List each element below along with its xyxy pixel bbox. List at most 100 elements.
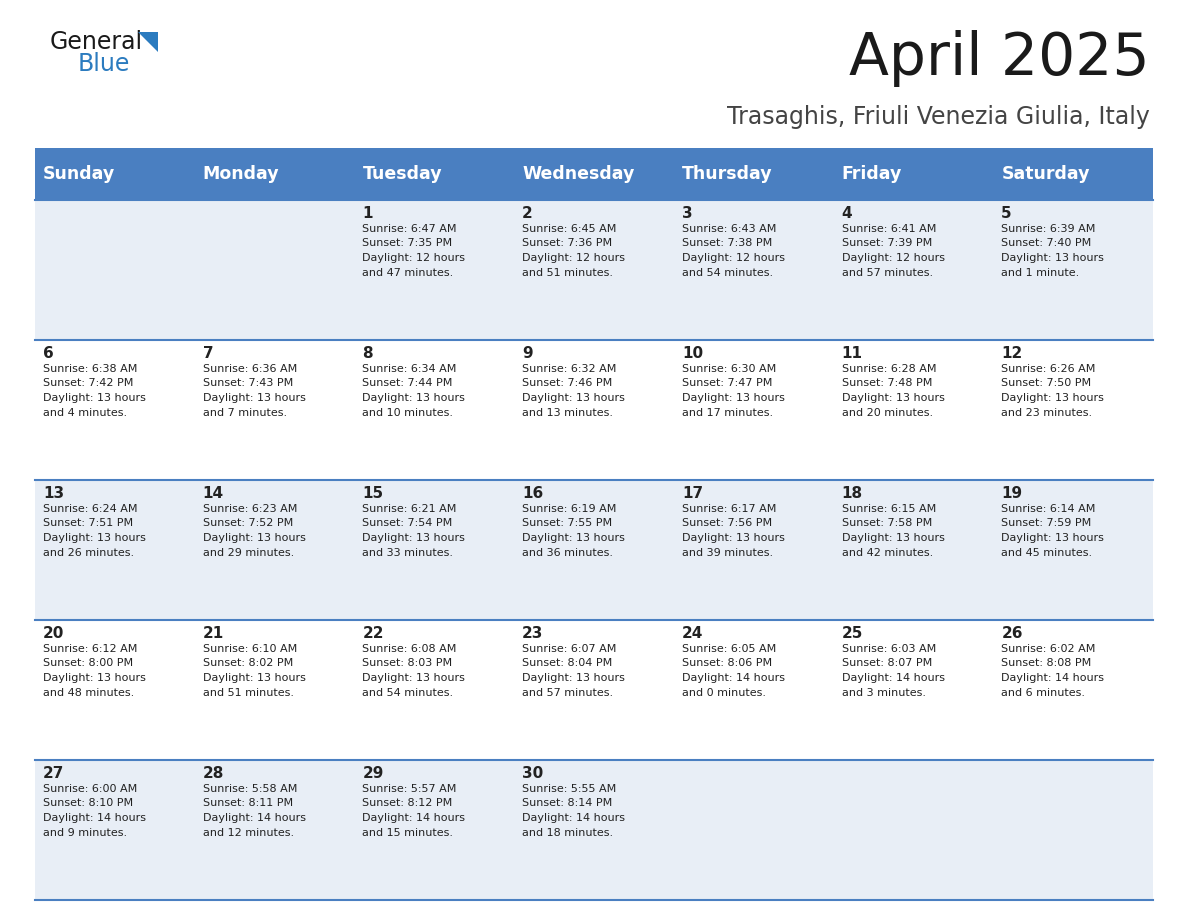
Text: Sunrise: 6:07 AM: Sunrise: 6:07 AM (523, 644, 617, 654)
Text: and 13 minutes.: and 13 minutes. (523, 408, 613, 418)
Text: Daylight: 13 hours: Daylight: 13 hours (43, 393, 146, 403)
Text: 13: 13 (43, 486, 64, 501)
Text: Sunset: 8:08 PM: Sunset: 8:08 PM (1001, 658, 1092, 668)
Text: Sunrise: 6:39 AM: Sunrise: 6:39 AM (1001, 224, 1095, 234)
Text: Daylight: 13 hours: Daylight: 13 hours (203, 533, 305, 543)
Text: Sunset: 7:54 PM: Sunset: 7:54 PM (362, 519, 453, 529)
Text: Sunset: 7:58 PM: Sunset: 7:58 PM (841, 519, 931, 529)
Text: Sunset: 8:14 PM: Sunset: 8:14 PM (523, 799, 612, 809)
Text: and 0 minutes.: and 0 minutes. (682, 688, 766, 698)
Text: Sunset: 8:02 PM: Sunset: 8:02 PM (203, 658, 293, 668)
Text: Sunset: 7:35 PM: Sunset: 7:35 PM (362, 239, 453, 249)
Text: Sunset: 7:51 PM: Sunset: 7:51 PM (43, 519, 133, 529)
Text: Sunrise: 6:45 AM: Sunrise: 6:45 AM (523, 224, 617, 234)
Text: Sunrise: 6:36 AM: Sunrise: 6:36 AM (203, 364, 297, 374)
Text: and 29 minutes.: and 29 minutes. (203, 547, 293, 557)
Text: Sunrise: 6:14 AM: Sunrise: 6:14 AM (1001, 504, 1095, 514)
Text: Sunrise: 6:23 AM: Sunrise: 6:23 AM (203, 504, 297, 514)
Text: Sunrise: 6:21 AM: Sunrise: 6:21 AM (362, 504, 457, 514)
Text: Sunset: 8:06 PM: Sunset: 8:06 PM (682, 658, 772, 668)
Text: Tuesday: Tuesday (362, 165, 442, 183)
Text: 7: 7 (203, 346, 214, 361)
Text: Sunrise: 6:38 AM: Sunrise: 6:38 AM (43, 364, 138, 374)
Text: and 4 minutes.: and 4 minutes. (43, 408, 127, 418)
Text: Sunrise: 6:43 AM: Sunrise: 6:43 AM (682, 224, 776, 234)
Text: Sunrise: 6:17 AM: Sunrise: 6:17 AM (682, 504, 776, 514)
Text: Sunrise: 6:15 AM: Sunrise: 6:15 AM (841, 504, 936, 514)
Text: Daylight: 13 hours: Daylight: 13 hours (203, 673, 305, 683)
Text: Sunrise: 6:19 AM: Sunrise: 6:19 AM (523, 504, 617, 514)
Text: 21: 21 (203, 626, 225, 641)
Text: and 36 minutes.: and 36 minutes. (523, 547, 613, 557)
Text: and 17 minutes.: and 17 minutes. (682, 408, 773, 418)
Text: Sunset: 7:50 PM: Sunset: 7:50 PM (1001, 378, 1092, 388)
Text: 28: 28 (203, 766, 225, 781)
Text: and 20 minutes.: and 20 minutes. (841, 408, 933, 418)
Bar (34, 480, 1154, 620)
Text: Daylight: 14 hours: Daylight: 14 hours (43, 813, 146, 823)
Text: Daylight: 13 hours: Daylight: 13 hours (682, 533, 785, 543)
Text: Sunrise: 6:08 AM: Sunrise: 6:08 AM (362, 644, 457, 654)
Text: 12: 12 (1001, 346, 1023, 361)
Text: Trasaghis, Friuli Venezia Giulia, Italy: Trasaghis, Friuli Venezia Giulia, Italy (727, 105, 1150, 129)
Text: and 15 minutes.: and 15 minutes. (362, 827, 454, 837)
Text: Sunrise: 6:41 AM: Sunrise: 6:41 AM (841, 224, 936, 234)
Text: and 54 minutes.: and 54 minutes. (682, 267, 773, 277)
Text: Daylight: 14 hours: Daylight: 14 hours (682, 673, 785, 683)
Text: Daylight: 14 hours: Daylight: 14 hours (1001, 673, 1105, 683)
Bar (34, 760, 1154, 900)
Text: and 57 minutes.: and 57 minutes. (841, 267, 933, 277)
Text: 20: 20 (43, 626, 64, 641)
Text: and 3 minutes.: and 3 minutes. (841, 688, 925, 698)
Text: Daylight: 12 hours: Daylight: 12 hours (841, 253, 944, 263)
Text: Sunset: 7:38 PM: Sunset: 7:38 PM (682, 239, 772, 249)
Bar (34, 148, 1154, 200)
Text: Daylight: 12 hours: Daylight: 12 hours (362, 253, 466, 263)
Text: Sunrise: 5:57 AM: Sunrise: 5:57 AM (362, 784, 457, 794)
Text: Sunset: 7:40 PM: Sunset: 7:40 PM (1001, 239, 1092, 249)
Text: Daylight: 13 hours: Daylight: 13 hours (523, 533, 625, 543)
Text: Sunrise: 6:02 AM: Sunrise: 6:02 AM (1001, 644, 1095, 654)
Text: 29: 29 (362, 766, 384, 781)
Text: Daylight: 13 hours: Daylight: 13 hours (43, 673, 146, 683)
Text: Saturday: Saturday (1001, 165, 1089, 183)
Text: Sunrise: 6:34 AM: Sunrise: 6:34 AM (362, 364, 457, 374)
Text: Sunset: 8:00 PM: Sunset: 8:00 PM (43, 658, 133, 668)
Text: April 2025: April 2025 (849, 30, 1150, 87)
Text: Sunset: 7:44 PM: Sunset: 7:44 PM (362, 378, 453, 388)
Text: 18: 18 (841, 486, 862, 501)
Bar (34, 340, 1154, 480)
Text: Sunrise: 6:30 AM: Sunrise: 6:30 AM (682, 364, 776, 374)
Text: 23: 23 (523, 626, 544, 641)
Text: Sunrise: 6:12 AM: Sunrise: 6:12 AM (43, 644, 138, 654)
Text: Sunrise: 6:32 AM: Sunrise: 6:32 AM (523, 364, 617, 374)
Text: and 57 minutes.: and 57 minutes. (523, 688, 613, 698)
Text: Daylight: 13 hours: Daylight: 13 hours (841, 393, 944, 403)
Text: Sunrise: 6:10 AM: Sunrise: 6:10 AM (203, 644, 297, 654)
Text: Sunset: 7:36 PM: Sunset: 7:36 PM (523, 239, 612, 249)
Text: Daylight: 13 hours: Daylight: 13 hours (43, 533, 146, 543)
Text: General: General (50, 30, 143, 54)
Text: 10: 10 (682, 346, 703, 361)
Text: and 47 minutes.: and 47 minutes. (362, 267, 454, 277)
Text: Sunset: 7:43 PM: Sunset: 7:43 PM (203, 378, 293, 388)
Text: Sunrise: 6:24 AM: Sunrise: 6:24 AM (43, 504, 138, 514)
Text: Daylight: 12 hours: Daylight: 12 hours (523, 253, 625, 263)
Text: Daylight: 14 hours: Daylight: 14 hours (841, 673, 944, 683)
Text: Sunrise: 5:55 AM: Sunrise: 5:55 AM (523, 784, 617, 794)
Text: Sunrise: 6:00 AM: Sunrise: 6:00 AM (43, 784, 138, 794)
Text: 9: 9 (523, 346, 532, 361)
Text: 19: 19 (1001, 486, 1023, 501)
Text: 4: 4 (841, 206, 852, 221)
Text: 25: 25 (841, 626, 862, 641)
Text: 5: 5 (1001, 206, 1012, 221)
Text: Daylight: 13 hours: Daylight: 13 hours (362, 533, 466, 543)
Text: Daylight: 13 hours: Daylight: 13 hours (362, 673, 466, 683)
Text: Wednesday: Wednesday (523, 165, 634, 183)
Text: and 9 minutes.: and 9 minutes. (43, 827, 127, 837)
Text: Daylight: 13 hours: Daylight: 13 hours (523, 393, 625, 403)
Text: Sunset: 8:10 PM: Sunset: 8:10 PM (43, 799, 133, 809)
Text: 24: 24 (682, 626, 703, 641)
Text: Sunrise: 6:03 AM: Sunrise: 6:03 AM (841, 644, 936, 654)
Text: Daylight: 13 hours: Daylight: 13 hours (1001, 393, 1104, 403)
